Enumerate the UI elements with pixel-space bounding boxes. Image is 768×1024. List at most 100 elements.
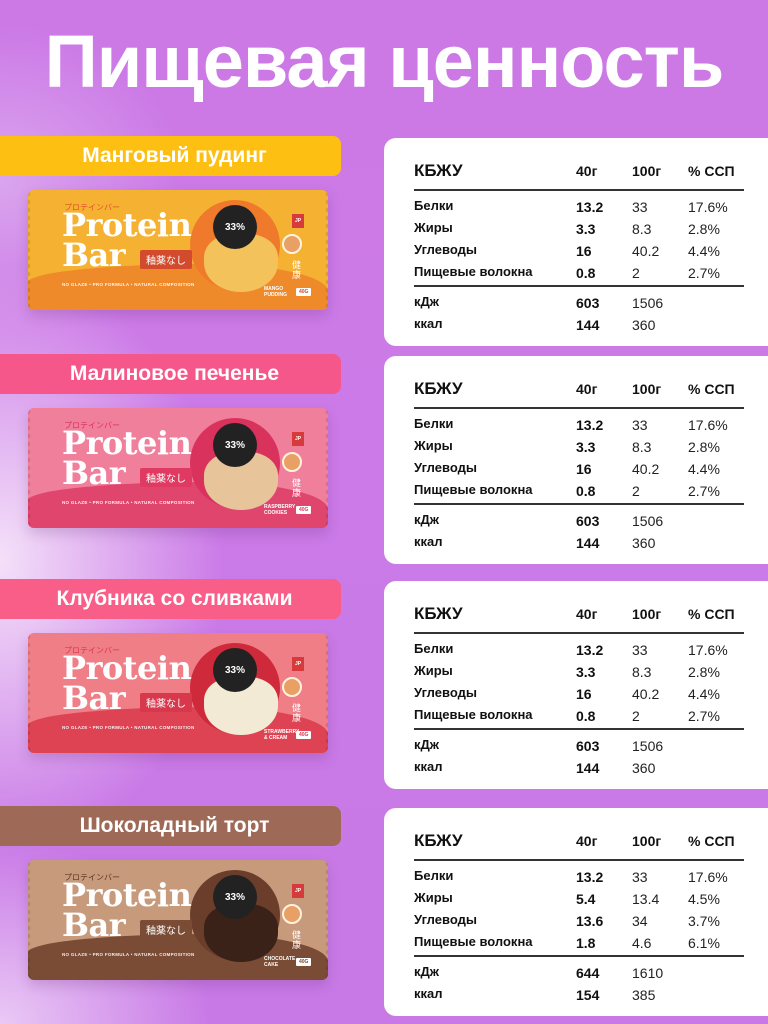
value-40g: 13.2 — [576, 868, 604, 885]
package-kanji: 健康 — [292, 478, 302, 498]
value-100g: 34 — [632, 912, 648, 929]
value-ssp: 2.8% — [688, 220, 720, 237]
package-brand: Protein Bar — [62, 649, 192, 717]
value-ssp: 4.4% — [688, 460, 720, 477]
package-wave — [28, 482, 328, 528]
package-crimp-left — [28, 190, 38, 310]
energy-unit: ккал — [414, 758, 443, 774]
nutrient-name: Углеводы — [414, 684, 477, 700]
value-100g: 8.3 — [632, 220, 652, 237]
table-row: Пищевые волокна 1.8 4.6 6.1% — [414, 930, 758, 952]
divider — [414, 282, 758, 290]
nutrition-table: КБЖУ 40г 100г % ССП Белки 13.2 33 17.6% Жиры… — [414, 156, 758, 334]
package-crimp-right — [318, 860, 328, 980]
header-40g: 40г — [576, 606, 598, 622]
value-ssp: 4.4% — [688, 242, 720, 259]
flavor-name: Малиновое печенье — [69, 362, 280, 385]
package-flavor-name: STRAWBERRY & CREAM — [264, 729, 300, 741]
table-header-row: КБЖУ 40г 100г % ССП — [414, 826, 758, 856]
header-40g: 40г — [576, 163, 598, 179]
value-40g: 13.6 — [576, 912, 604, 929]
value-40g: 3.3 — [576, 220, 596, 237]
package-tag: 釉薬なし — [140, 468, 192, 487]
table-row: Жиры 3.3 8.3 2.8% — [414, 434, 758, 456]
value-100g: 2 — [632, 707, 640, 724]
nutrition-table: КБЖУ 40г 100г % ССП Белки 13.2 33 17.6% Жиры… — [414, 374, 758, 552]
nutrient-name: Пищевые волокна — [414, 481, 533, 497]
header-40g: 40г — [576, 381, 598, 397]
nutrient-name: Углеводы — [414, 911, 477, 927]
value-100g: 360 — [632, 316, 656, 333]
nutrient-name: Белки — [414, 415, 454, 431]
value-40g: 0.8 — [576, 482, 596, 499]
package-brand: Protein Bar — [62, 876, 192, 944]
nutrient-name: Жиры — [414, 437, 453, 453]
header-kbju: КБЖУ — [414, 379, 463, 398]
package-kana: プロテインバー — [64, 421, 120, 430]
energy-row: ккал 144 360 — [414, 530, 758, 552]
package-tag: 釉薬なし — [140, 693, 192, 712]
package-weight: 40G — [296, 731, 312, 739]
value-40g: 0.8 — [576, 707, 596, 724]
nutrition-card: КБЖУ 40г 100г % ССП Белки 13.2 33 17.6% Жиры… — [384, 581, 768, 789]
nutrient-name: Углеводы — [414, 459, 477, 475]
flavor-name: Шоколадный торт — [79, 814, 270, 837]
value-ssp: 17.6% — [688, 198, 728, 215]
product-section-chocolate: Шоколадный торт プロテインバー Protein Bar 釉薬なし … — [0, 806, 768, 1024]
shiba-mascot-icon — [282, 904, 302, 924]
value-ssp: 2.7% — [688, 264, 720, 281]
shiba-mascot-icon — [282, 234, 302, 254]
table-row: Углеводы 13.6 34 3.7% — [414, 908, 758, 930]
jp-logo-icon: JP — [292, 214, 304, 228]
value-100g: 1506 — [632, 737, 664, 754]
package-crimp-left — [28, 860, 38, 980]
nutrient-name: Белки — [414, 640, 454, 656]
value-40g: 16 — [576, 685, 592, 702]
table-row: Белки 13.2 33 17.6% — [414, 637, 758, 659]
nutrient-name: Белки — [414, 197, 454, 213]
energy-row: ккал 144 360 — [414, 312, 758, 334]
value-40g: 13.2 — [576, 641, 604, 658]
shiba-mascot-icon — [282, 677, 302, 697]
energy-unit: кДж — [414, 511, 439, 527]
value-100g: 4.6 — [632, 934, 652, 951]
energy-row: кДж 603 1506 — [414, 508, 758, 530]
value-ssp: 2.7% — [688, 482, 720, 499]
value-ssp: 3.7% — [688, 912, 720, 929]
table-row: Белки 13.2 33 17.6% — [414, 864, 758, 886]
energy-row: кДж 644 1610 — [414, 960, 758, 982]
nutrient-name: Пищевые волокна — [414, 933, 533, 949]
package-kana: プロテインバー — [64, 873, 120, 882]
value-ssp: 2.8% — [688, 438, 720, 455]
empty-cell — [688, 312, 758, 334]
package-flavor-name: CHOCOLATE CAKE — [264, 956, 296, 968]
value-ssp: 17.6% — [688, 416, 728, 433]
package-tagline: NO GLAZE • PRO FORMULA • NATURAL COMPOSI… — [62, 952, 195, 957]
energy-row: кДж 603 1506 — [414, 733, 758, 755]
value-100g: 33 — [632, 868, 648, 885]
table-row: Жиры 3.3 8.3 2.8% — [414, 216, 758, 238]
value-100g: 8.3 — [632, 438, 652, 455]
product-package-image: プロテインバー Protein Bar 釉薬なし NO GLAZE • PRO F… — [28, 190, 328, 310]
package-flavor-name: RASPBERRY COOKIES — [264, 504, 296, 516]
table-header-row: КБЖУ 40г 100г % ССП — [414, 599, 758, 629]
header-ssp: % ССП — [688, 381, 735, 397]
empty-cell — [688, 982, 758, 1004]
energy-unit: ккал — [414, 315, 443, 331]
value-100g: 40.2 — [632, 242, 660, 259]
value-ssp: 4.5% — [688, 890, 720, 907]
value-100g: 385 — [632, 986, 656, 1003]
value-40g: 603 — [576, 294, 600, 311]
value-100g: 40.2 — [632, 685, 660, 702]
nutrient-name: Жиры — [414, 662, 453, 678]
protein-badge: 33% — [216, 878, 254, 916]
value-40g: 644 — [576, 964, 600, 981]
value-40g: 5.4 — [576, 890, 596, 907]
value-40g: 3.3 — [576, 438, 596, 455]
value-40g: 144 — [576, 534, 600, 551]
value-ssp: 4.4% — [688, 685, 720, 702]
product-section-mango: Манговый пудинг プロテインバー Protein Bar 釉薬なし … — [0, 136, 768, 360]
package-weight: 40G — [296, 506, 312, 514]
package-kanji: 健康 — [292, 260, 302, 280]
package-wave — [28, 264, 328, 310]
